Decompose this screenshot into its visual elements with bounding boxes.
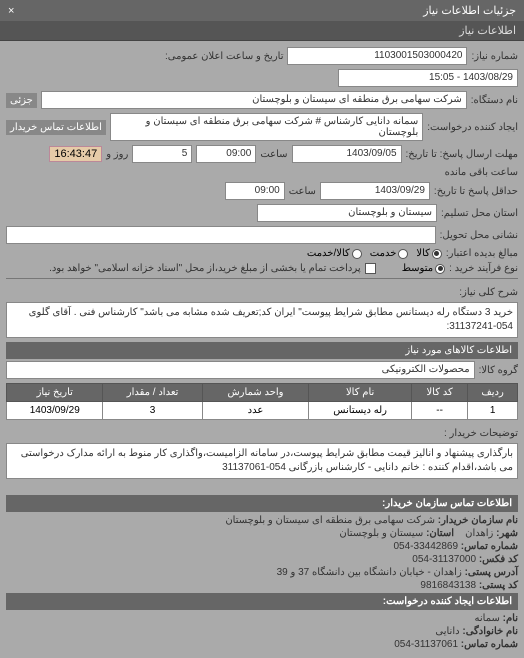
phone2-label: شماره تماس: [461, 639, 518, 650]
th-date: تاریخ نیاز [7, 384, 103, 402]
days-remaining: 5 [132, 145, 192, 163]
province-val: سیستان و بلوچستان [339, 528, 423, 539]
province-label: استان محل تسلیم: [441, 208, 518, 219]
postal-label: کد پستی: [479, 580, 518, 591]
td-qty: 3 [103, 402, 202, 420]
radio-goods[interactable]: کالا [416, 248, 442, 259]
td-date: 1403/09/29 [7, 402, 103, 420]
deadline-price-label: حداقل پاسخ تا تاریخ: [434, 186, 518, 197]
requester-label: ایجاد کننده درخواست: [427, 122, 518, 133]
phone-label: شماره تماس: [461, 541, 518, 552]
tab-info[interactable]: اطلاعات نیاز [0, 21, 524, 41]
td-code: -- [411, 402, 467, 420]
org-name: شرکت سهامی برق منطقه ای سیستان و بلوچستا… [41, 91, 467, 109]
time-label-2: ساعت [289, 186, 316, 197]
address-val: زاهدان - خیابان دانشگاه بین دانشگاه 37 و… [277, 567, 462, 578]
requester: سمانه دانایی کارشناس # شرکت سهامی برق من… [110, 113, 423, 141]
buyer-contact-link[interactable]: اطلاعات تماس خریدار [6, 120, 106, 135]
remaining-label: ساعت باقی مانده [445, 167, 518, 178]
org-label: نام دستگاه: [471, 95, 518, 106]
contact-title-2: اطلاعات ایجاد کننده درخواست: [6, 593, 518, 610]
postal-val: 9816843138 [420, 580, 476, 591]
org-name-label: نام سازمان خریدار: [438, 515, 518, 526]
desc-text: بارگذاری پیشنهاد و انالیز قیمت مطابق شرا… [6, 443, 518, 479]
inquiry-no-label: شماره نیاز: [471, 51, 518, 62]
checkbox-treasury[interactable] [365, 263, 376, 274]
process-type-label: نوع فرآیند خرید : [449, 263, 518, 274]
th-unit: واحد شمارش [202, 384, 309, 402]
delivery-place-label: نشانی محل تحویل: [440, 230, 518, 241]
deadline-send-date: 1403/09/05 [292, 145, 402, 163]
td-unit: عدد [202, 402, 309, 420]
window-titlebar: جزئیات اطلاعات نیاز × [0, 0, 524, 21]
deadline-send-label: مهلت ارسال پاسخ: تا تاریخ: [406, 149, 518, 160]
table-header-row: ردیف کد کالا نام کالا واحد شمارش تعداد /… [7, 384, 518, 402]
payment-note: پرداخت تمام یا بخشی از مبلغ خرید،از محل … [49, 263, 361, 274]
group: محصولات الکترونیکی [6, 361, 475, 379]
city-label: شهر: [496, 528, 518, 539]
th-row: ردیف [468, 384, 518, 402]
inquiry-no: 1103001503000420 [287, 47, 467, 65]
lname-val: دانایی [435, 626, 459, 637]
partial-badge: جزئی [6, 93, 37, 108]
announce-dt: 1403/08/29 - 15:05 [338, 69, 518, 87]
fname-val: سمانه [475, 613, 500, 624]
amount-type-group: کالا خدمت کالا/خدمت [307, 248, 442, 259]
subject-label: شرح کلی نیاز: [459, 283, 518, 298]
lname-label: نام خانوادگی: [462, 626, 518, 637]
deadline-send-time: 09:00 [196, 145, 256, 163]
th-name: نام کالا [309, 384, 412, 402]
day-word: روز و [106, 149, 128, 160]
org-name-val: شرکت سهامی برق منطقه ای سیستان و بلوچستا… [225, 515, 435, 526]
th-code: کد کالا [411, 384, 467, 402]
desc-label: توضیحات خریدار : [444, 424, 518, 439]
fname-label: نام: [503, 613, 518, 624]
delivery-place [6, 226, 436, 244]
time-remaining: 16:43:47 [49, 146, 102, 162]
contact-title-1: اطلاعات تماس سازمان خریدار: [6, 495, 518, 512]
deadline-price-time: 09:00 [225, 182, 285, 200]
goods-list-title: اطلاعات کالاهای مورد نیاز [6, 342, 518, 359]
td-row: 1 [468, 402, 518, 420]
deadline-price-date: 1403/09/29 [320, 182, 430, 200]
fax-val: 31137000-054 [412, 554, 476, 565]
time-label-1: ساعت [260, 149, 287, 160]
province-label-2: استان: [426, 528, 454, 539]
province: سیستان و بلوچستان [257, 204, 437, 222]
city-val: زاهدان [465, 528, 493, 539]
radio-service[interactable]: خدمت [370, 248, 409, 259]
phone-val: 33442869-054 [393, 541, 458, 552]
address-label: آدرس پستی: [465, 567, 518, 578]
window-title: جزئیات اطلاعات نیاز [423, 4, 516, 17]
subject-text: خرید 3 دستگاه رله دیستانس مطابق شرایط پی… [6, 302, 518, 338]
radio-both[interactable]: کالا/خدمت [307, 248, 362, 259]
phone2-val: 31137061-054 [394, 639, 458, 650]
fax-label: کد فکس: [479, 554, 518, 565]
group-label: گروه کالا: [479, 365, 518, 376]
th-qty: تعداد / مقدار [103, 384, 202, 402]
table-row[interactable]: 1 -- رله دیستانس عدد 3 1403/09/29 [7, 402, 518, 420]
announce-dt-label: تاریخ و ساعت اعلان عمومی: [165, 51, 284, 62]
goods-table: ردیف کد کالا نام کالا واحد شمارش تعداد /… [6, 383, 518, 420]
close-icon[interactable]: × [8, 5, 14, 17]
radio-medium[interactable]: متوسط [402, 263, 445, 274]
amount-type-label: مبالغ بدیده اعتبار: [446, 248, 518, 259]
td-name: رله دیستانس [309, 402, 412, 420]
